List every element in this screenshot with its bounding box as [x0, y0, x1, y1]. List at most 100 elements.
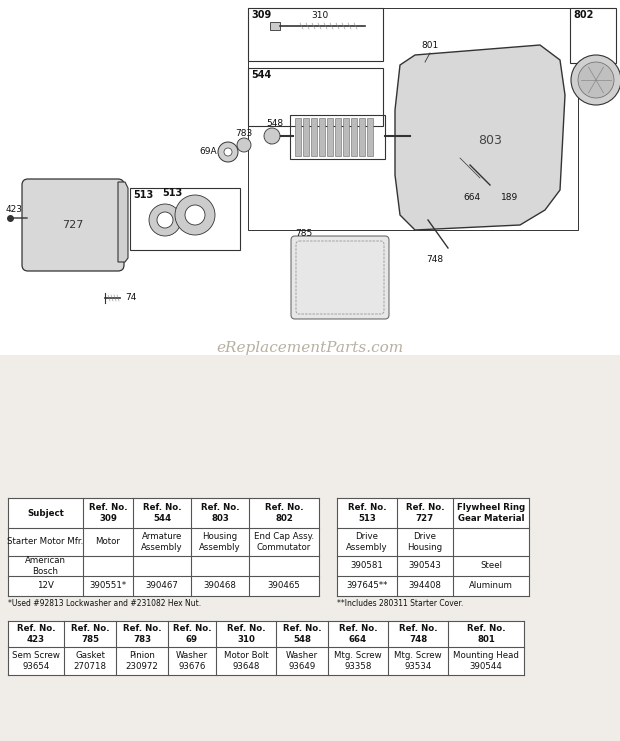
Text: 548: 548: [267, 119, 283, 128]
Text: Mtg. Screw
93358: Mtg. Screw 93358: [334, 651, 382, 671]
Text: 309: 309: [251, 10, 272, 20]
FancyBboxPatch shape: [22, 179, 124, 271]
Circle shape: [224, 148, 232, 156]
Bar: [359, 118, 365, 156]
Bar: [311, 118, 317, 156]
Text: Ref. No.
548: Ref. No. 548: [283, 625, 321, 644]
Text: Aluminum: Aluminum: [469, 582, 513, 591]
Text: Drive
Assembly: Drive Assembly: [346, 532, 388, 552]
Bar: [351, 118, 357, 156]
Text: 803: 803: [478, 133, 502, 147]
Bar: [248, 8, 383, 61]
Bar: [343, 118, 349, 156]
Text: End Cap Assy.
Commutator: End Cap Assy. Commutator: [254, 532, 314, 552]
Text: *Used #92813 Lockwasher and #231082 Hex Nut.: *Used #92813 Lockwasher and #231082 Hex …: [8, 599, 201, 608]
Text: 801: 801: [422, 41, 438, 50]
Text: 390543: 390543: [409, 562, 441, 571]
Text: 390465: 390465: [268, 582, 301, 591]
Text: 390581: 390581: [350, 562, 383, 571]
Text: Ref. No.
309: Ref. No. 309: [89, 503, 127, 522]
Text: 74: 74: [125, 293, 136, 302]
Circle shape: [264, 128, 280, 144]
Text: Sem Screw
93654: Sem Screw 93654: [12, 651, 60, 671]
Text: 390468: 390468: [203, 582, 236, 591]
Text: 423: 423: [6, 205, 22, 214]
Bar: [570, 8, 616, 63]
Text: **Includes 280311 Starter Cover.: **Includes 280311 Starter Cover.: [337, 599, 463, 608]
Text: Motor Bolt
93648: Motor Bolt 93648: [224, 651, 268, 671]
Text: 390551*: 390551*: [89, 582, 126, 591]
Text: 783: 783: [236, 128, 252, 138]
Bar: [8, 621, 524, 675]
Text: 513: 513: [162, 188, 182, 198]
Bar: [319, 118, 325, 156]
Text: 664: 664: [463, 193, 480, 202]
Bar: [0, 0, 620, 355]
Text: Ref. No.
801: Ref. No. 801: [467, 625, 505, 644]
Text: Ref. No.
785: Ref. No. 785: [71, 625, 109, 644]
Circle shape: [149, 204, 181, 236]
Text: 785: 785: [295, 229, 312, 238]
Text: Ref. No.
664: Ref. No. 664: [339, 625, 378, 644]
Text: Housing
Assembly: Housing Assembly: [199, 532, 241, 552]
Text: Ref. No.
69: Ref. No. 69: [173, 625, 211, 644]
Text: Armature
Assembly: Armature Assembly: [141, 532, 183, 552]
Text: Ref. No.
513: Ref. No. 513: [348, 503, 386, 522]
Text: 544: 544: [251, 70, 272, 80]
Text: Ref. No.
748: Ref. No. 748: [399, 625, 437, 644]
Text: Ref. No.
803: Ref. No. 803: [201, 503, 239, 522]
Text: Motor: Motor: [95, 537, 120, 547]
Text: Starter Motor Mfr.: Starter Motor Mfr.: [7, 537, 84, 547]
Text: Ref. No.
423: Ref. No. 423: [17, 625, 55, 644]
Text: 69A: 69A: [200, 147, 217, 156]
Text: 189: 189: [502, 193, 518, 202]
Text: American
Bosch: American Bosch: [25, 556, 66, 576]
Circle shape: [175, 195, 215, 235]
Text: Ref. No.
310: Ref. No. 310: [227, 625, 265, 644]
Text: Steel: Steel: [480, 562, 502, 571]
Text: Mtg. Screw
93534: Mtg. Screw 93534: [394, 651, 442, 671]
Text: 748: 748: [427, 255, 443, 264]
Circle shape: [237, 138, 251, 152]
Text: 12V: 12V: [37, 582, 54, 591]
Circle shape: [185, 205, 205, 225]
Text: 390467: 390467: [146, 582, 179, 591]
Text: Washer
93676: Washer 93676: [176, 651, 208, 671]
Text: 397645**: 397645**: [347, 582, 388, 591]
Bar: [290, 115, 385, 159]
Text: Mounting Head
390544: Mounting Head 390544: [453, 651, 519, 671]
FancyBboxPatch shape: [291, 236, 389, 319]
Text: 802: 802: [573, 10, 593, 20]
Text: Subject: Subject: [27, 508, 64, 517]
Text: 727: 727: [63, 220, 84, 230]
Bar: [335, 118, 341, 156]
Bar: [367, 118, 373, 156]
Text: 513: 513: [133, 190, 153, 200]
Bar: [337, 498, 529, 596]
Text: Washer
93649: Washer 93649: [286, 651, 318, 671]
Polygon shape: [395, 45, 565, 230]
Bar: [327, 118, 333, 156]
Text: Flywheel Ring
Gear Material: Flywheel Ring Gear Material: [457, 503, 525, 522]
Text: eReplacementParts.com: eReplacementParts.com: [216, 341, 404, 355]
Text: Gasket
270718: Gasket 270718: [74, 651, 107, 671]
Circle shape: [571, 55, 620, 105]
Bar: [303, 118, 309, 156]
Circle shape: [218, 142, 238, 162]
Bar: [248, 8, 578, 230]
Circle shape: [157, 212, 173, 228]
Bar: [295, 118, 301, 156]
Text: Ref. No.
544: Ref. No. 544: [143, 503, 181, 522]
Text: 310: 310: [311, 10, 329, 19]
Polygon shape: [118, 182, 128, 262]
Text: Ref. No.
783: Ref. No. 783: [123, 625, 161, 644]
Bar: [270, 22, 280, 30]
Bar: [8, 498, 319, 596]
Bar: [130, 188, 240, 250]
Bar: [248, 68, 383, 126]
Circle shape: [578, 62, 614, 98]
Text: 394408: 394408: [409, 582, 441, 591]
Text: Ref. No.
727: Ref. No. 727: [405, 503, 445, 522]
Text: Drive
Housing: Drive Housing: [407, 532, 443, 552]
Text: Pinion
230972: Pinion 230972: [126, 651, 159, 671]
